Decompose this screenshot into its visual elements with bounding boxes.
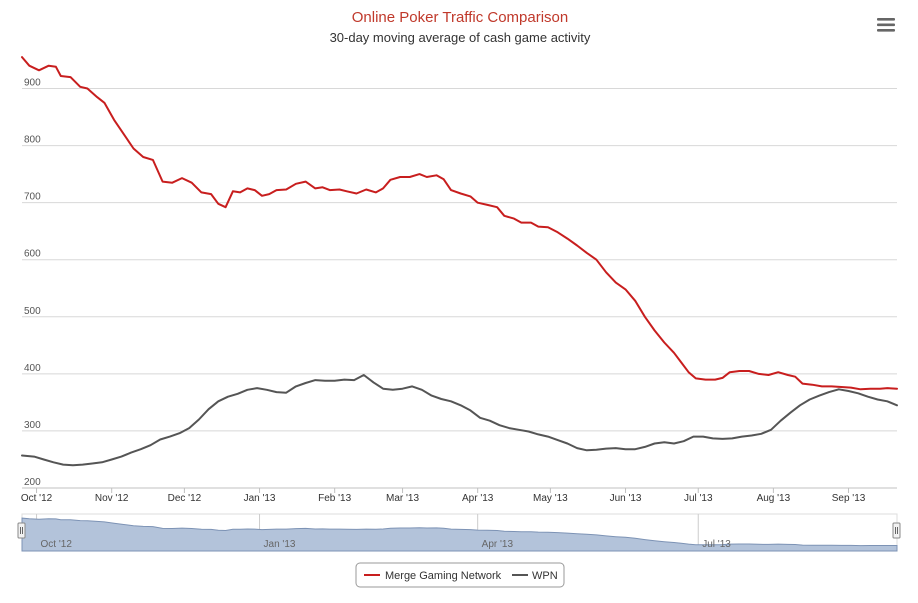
x-tick-label-11: Sep '13	[832, 493, 866, 504]
legend-item-merge[interactable]: Merge Gaming Network	[364, 570, 502, 582]
x-tick-label-2: Dec '12	[168, 493, 202, 504]
y-tick-label-400: 400	[24, 363, 41, 374]
y-tick-label-500: 500	[24, 306, 41, 317]
navigator-tick-label-2: Apr '13	[482, 539, 514, 550]
hamburger-menu-icon[interactable]	[877, 17, 895, 33]
x-tick-label-4: Feb '13	[318, 493, 351, 504]
chart-title: Online Poker Traffic Comparison	[352, 9, 568, 26]
legend-item-wpn[interactable]: WPN	[512, 570, 558, 582]
y-tick-label-200: 200	[24, 477, 41, 488]
navigator-handle-right[interactable]	[892, 522, 901, 539]
y-tick-label-800: 800	[24, 135, 41, 146]
x-tick-label-1: Nov '12	[95, 493, 129, 504]
chart-subtitle: 30-day moving average of cash game activ…	[330, 30, 591, 45]
y-tick-label-700: 700	[24, 192, 41, 203]
y-tick-label-900: 900	[24, 78, 41, 89]
navigator-tick-label-3: Jul '13	[702, 539, 731, 550]
legend: Merge Gaming Network WPN	[355, 562, 565, 588]
legend-label-wpn: WPN	[532, 570, 558, 582]
x-tick-label-6: Apr '13	[462, 493, 494, 504]
x-tick-label-3: Jan '13	[244, 493, 276, 504]
grid-lines	[22, 88, 897, 432]
plot-area	[21, 56, 898, 467]
navigator-tick-label-0: Oct '12	[41, 539, 73, 550]
x-tick-label-0: Oct '12	[21, 493, 53, 504]
legend-label-merge: Merge Gaming Network	[385, 570, 502, 582]
navigator-handle-left[interactable]	[17, 522, 26, 539]
series-line-wpn	[21, 374, 898, 467]
navigator[interactable]: Oct '12 Jan '13 Apr '13 Jul '13	[17, 513, 901, 552]
legend-box	[355, 562, 565, 588]
navigator-ticks: Oct '12 Jan '13 Apr '13 Jul '13	[41, 539, 732, 550]
y-axis-ticks: 200 300 400 500 600 700 800 900	[24, 78, 41, 488]
y-tick-label-600: 600	[24, 249, 41, 260]
navigator-tick-label-1: Jan '13	[264, 539, 296, 550]
x-axis-ticks: Oct '12 Nov '12 Dec '12 Jan '13 Feb '13 Mar '…	[21, 488, 866, 504]
x-tick-label-5: Mar '13	[386, 493, 419, 504]
x-tick-label-8: Jun '13	[610, 493, 642, 504]
x-tick-label-7: May '13	[533, 493, 568, 504]
x-tick-label-10: Aug '13	[757, 493, 791, 504]
y-tick-label-300: 300	[24, 420, 41, 431]
navigator-series-area	[21, 517, 898, 552]
x-tick-label-9: Jul '13	[684, 493, 713, 504]
series-line-merge	[21, 56, 898, 391]
